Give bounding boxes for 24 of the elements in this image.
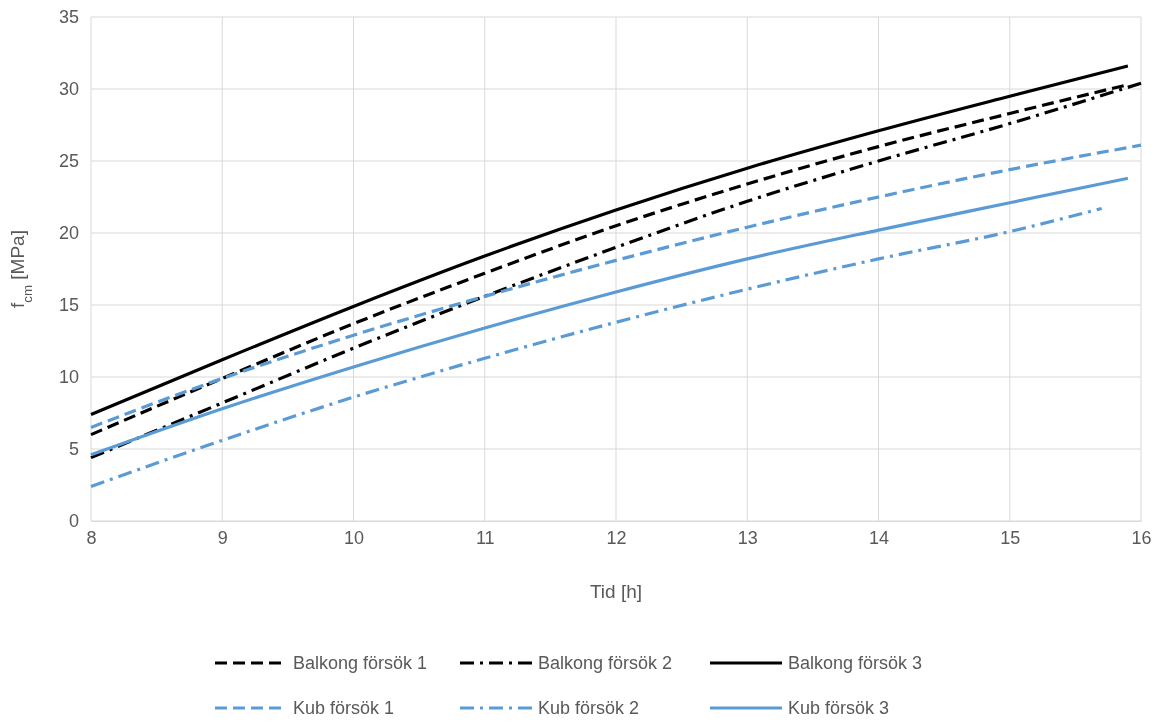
y-tick-label: 20 [58,223,79,244]
x-tick-label: 9 [217,527,228,548]
legend-label: Kub försök 2 [538,698,640,718]
x-tick-label: 8 [86,527,97,548]
y-tick-label: 30 [58,79,79,100]
x-tick-label: 13 [737,527,758,548]
y-tick-label: 10 [58,367,79,388]
y-tick-label: 5 [68,439,79,460]
legend-label: Kub försök 1 [293,698,395,718]
legend-label: Kub försök 3 [788,698,890,718]
y-tick-label: 0 [68,511,79,532]
legend-label: Balkong försök 2 [538,653,673,673]
y-tick-label: 35 [58,7,79,28]
x-tick-label: 14 [868,527,890,548]
x-tick-label: 15 [1000,527,1021,548]
x-axis-title: Tid [h] [589,581,643,602]
x-tick-label: 12 [606,527,627,548]
legend-label: Balkong försök 1 [293,653,428,673]
x-tick-label: 16 [1131,527,1152,548]
x-tick-label: 10 [343,527,365,548]
x-tick-label: 11 [475,527,495,548]
y-tick-label: 25 [58,151,79,172]
legend-label: Balkong försök 3 [788,653,923,673]
y-tick-label: 15 [58,295,79,316]
